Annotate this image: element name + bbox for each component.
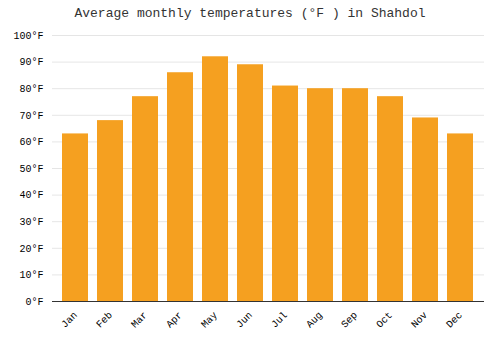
- svg-text:100°F: 100°F: [13, 31, 43, 42]
- svg-text:70°F: 70°F: [19, 111, 43, 122]
- svg-text:40°F: 40°F: [19, 190, 43, 201]
- svg-text:Jul: Jul: [269, 310, 290, 331]
- svg-text:30°F: 30°F: [19, 217, 43, 228]
- svg-text:May: May: [199, 310, 220, 331]
- svg-text:80°F: 80°F: [19, 84, 43, 95]
- svg-text:0°F: 0°F: [25, 297, 43, 308]
- svg-text:Jun: Jun: [234, 310, 255, 331]
- svg-text:60°F: 60°F: [19, 137, 43, 148]
- svg-text:Apr: Apr: [164, 310, 185, 331]
- svg-text:Dec: Dec: [444, 310, 465, 331]
- html-text:Average monthly temperatures (: Average monthly temperatures (°F ) in Sh…: [74, 6, 426, 21]
- svg-text:10°F: 10°F: [19, 270, 43, 281]
- svg-text:50°F: 50°F: [19, 164, 43, 175]
- svg-text:Oct: Oct: [374, 310, 395, 331]
- svg-text:20°F: 20°F: [19, 244, 43, 255]
- svg-text:Feb: Feb: [94, 310, 115, 331]
- svg-text:Jan: Jan: [59, 310, 80, 331]
- svg-text:90°F: 90°F: [19, 57, 43, 68]
- svg-text:Mar: Mar: [129, 310, 150, 331]
- svg-text:Nov: Nov: [409, 310, 430, 331]
- svg-text:Aug: Aug: [304, 310, 325, 331]
- svg-text:Sep: Sep: [339, 310, 360, 331]
